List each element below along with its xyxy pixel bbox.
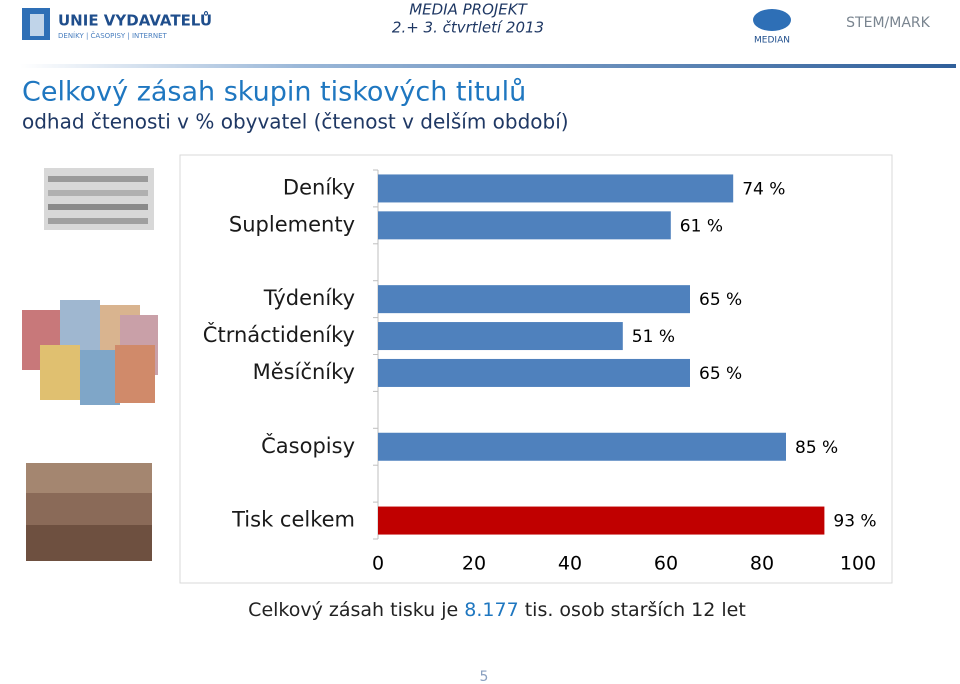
footer-note: Celkový zásah tisku je 8.177 tis. osob s… — [248, 599, 746, 621]
bar — [378, 285, 690, 314]
x-tick-label: 20 — [462, 553, 486, 575]
x-tick-label: 100 — [840, 553, 876, 575]
median-icon — [753, 9, 791, 31]
value-label: 61 % — [680, 216, 723, 236]
chart-title: Celkový zásah skupin tiskových titulů — [22, 77, 526, 108]
bar — [378, 432, 786, 461]
x-tick-label: 40 — [558, 553, 582, 575]
value-label: 74 % — [742, 179, 785, 199]
stem-logo: STEM/MARK — [846, 15, 930, 31]
crowd-image — [26, 463, 152, 561]
bar — [378, 322, 623, 351]
category-label: Časopisy — [261, 433, 355, 458]
bar — [378, 506, 825, 535]
value-label: 65 % — [699, 290, 742, 310]
value-label: 51 % — [632, 327, 675, 347]
page-number: 5 — [480, 669, 489, 684]
x-tick-label: 60 — [654, 553, 678, 575]
magazines-image — [22, 300, 158, 405]
logo-subtext: DENÍKY | ČASOPISY | INTERNET — [58, 31, 168, 40]
period: 2.+ 3. čtvrtletí 2013 — [392, 19, 544, 37]
category-label: Týdeníky — [263, 286, 355, 310]
logo-icon-detail — [30, 14, 44, 36]
bar — [378, 358, 690, 387]
footer-note-part: Celkový zásah tisku je — [248, 599, 464, 621]
category-label: Čtrnáctideníky — [203, 322, 355, 347]
category-label: Měsíčníky — [253, 360, 355, 384]
bar — [378, 211, 671, 240]
value-label: 85 % — [795, 438, 838, 458]
newspapers-image — [44, 168, 154, 230]
project-name: MEDIA PROJEKT — [409, 1, 528, 19]
median-logo: MEDIAN — [754, 36, 790, 46]
value-label: 65 % — [699, 364, 742, 384]
category-label: Deníky — [283, 175, 355, 199]
bar — [378, 174, 734, 203]
chart-subtitle: odhad čtenosti v % obyvatel (čtenost v d… — [22, 110, 569, 134]
x-tick-label: 80 — [750, 553, 774, 575]
header-line — [20, 64, 956, 68]
category-label: Suplementy — [229, 212, 355, 236]
category-label: Tisk celkem — [231, 508, 355, 532]
footer-note-part: tis. osob starších 12 let — [519, 599, 746, 621]
footer-note-highlight: 8.177 — [464, 599, 518, 621]
chart: 0 20 40 60 80 100 Deníky 74 % Suplementy 61 % Týde… — [203, 169, 877, 575]
value-label: 93 % — [833, 512, 876, 532]
logo-text: UNIE VYDAVATELŮ — [58, 10, 212, 30]
x-tick-label: 0 — [372, 553, 384, 575]
